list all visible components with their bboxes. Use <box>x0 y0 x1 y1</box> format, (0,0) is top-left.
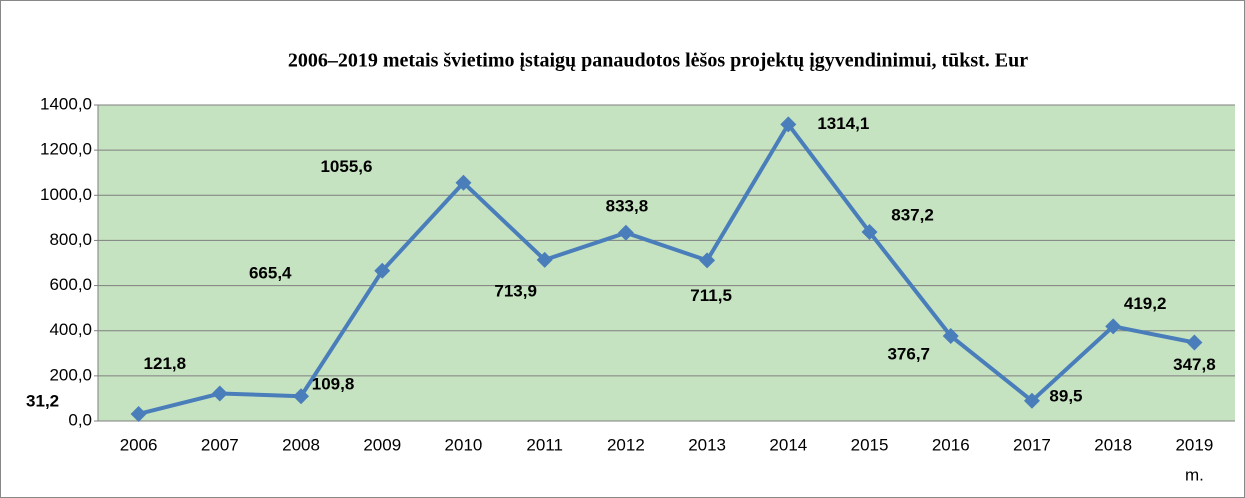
data-label: 1314,1 <box>817 114 869 133</box>
data-point <box>455 174 472 191</box>
y-tick-label: 200,0 <box>49 365 92 384</box>
data-label: 665,4 <box>249 263 292 282</box>
data-point <box>1186 334 1203 351</box>
data-label: 711,5 <box>690 286 732 305</box>
data-point <box>130 405 147 422</box>
y-tick-label: 600,0 <box>49 275 92 294</box>
x-tick-label: 2014 <box>769 435 807 454</box>
data-label: 89,5 <box>1049 386 1082 405</box>
x-tick-label: 2006 <box>120 435 158 454</box>
y-tick-label: 400,0 <box>49 320 92 339</box>
data-point <box>536 251 553 268</box>
data-label: 833,8 <box>606 196 649 215</box>
x-tick-label: 2019 <box>1175 435 1213 454</box>
x-tick-label: 2009 <box>363 435 401 454</box>
data-label: 419,2 <box>1124 294 1167 313</box>
data-point <box>1105 318 1122 335</box>
chart-title: 2006–2019 metais švietimo įstaigų panaud… <box>288 50 1028 72</box>
y-tick-label: 800,0 <box>49 230 92 249</box>
x-tick-label: 2011 <box>526 435 563 454</box>
x-tick-label: 2013 <box>688 435 726 454</box>
data-point <box>780 116 797 133</box>
data-point <box>942 327 959 344</box>
data-label: 713,9 <box>494 281 537 300</box>
y-tick-label: 0,0 <box>68 410 92 429</box>
y-tick-label: 1200,0 <box>40 140 92 159</box>
x-tick-label: 2015 <box>851 435 889 454</box>
data-label: 109,8 <box>312 375 355 394</box>
x-tick-label: 2012 <box>607 435 645 454</box>
data-label: 121,8 <box>144 354 187 373</box>
y-tick-label: 1400,0 <box>40 94 92 113</box>
x-tick-label: 2007 <box>201 435 239 454</box>
x-tick-label: 2010 <box>445 435 483 454</box>
series-line <box>138 122 1195 416</box>
data-label: 376,7 <box>887 344 930 363</box>
data-point <box>293 388 310 405</box>
x-tick-label: 2018 <box>1094 435 1132 454</box>
data-label: 31,2 <box>26 391 59 410</box>
data-label: 837,2 <box>891 206 934 225</box>
x-tick-label: 2008 <box>282 435 320 454</box>
x-tick-label: 2017 <box>1013 435 1051 454</box>
data-point <box>1023 392 1040 409</box>
data-point <box>617 224 634 241</box>
data-label: 347,8 <box>1173 355 1216 374</box>
data-point <box>861 224 878 241</box>
data-point <box>211 385 228 402</box>
x-tick-label: 2016 <box>932 435 970 454</box>
data-label: 1055,6 <box>320 157 372 176</box>
x-axis-label: m. <box>1185 465 1204 484</box>
y-tick-label: 1000,0 <box>40 185 92 204</box>
data-point <box>699 252 716 269</box>
plot-background <box>98 105 1235 421</box>
data-point <box>374 262 391 279</box>
